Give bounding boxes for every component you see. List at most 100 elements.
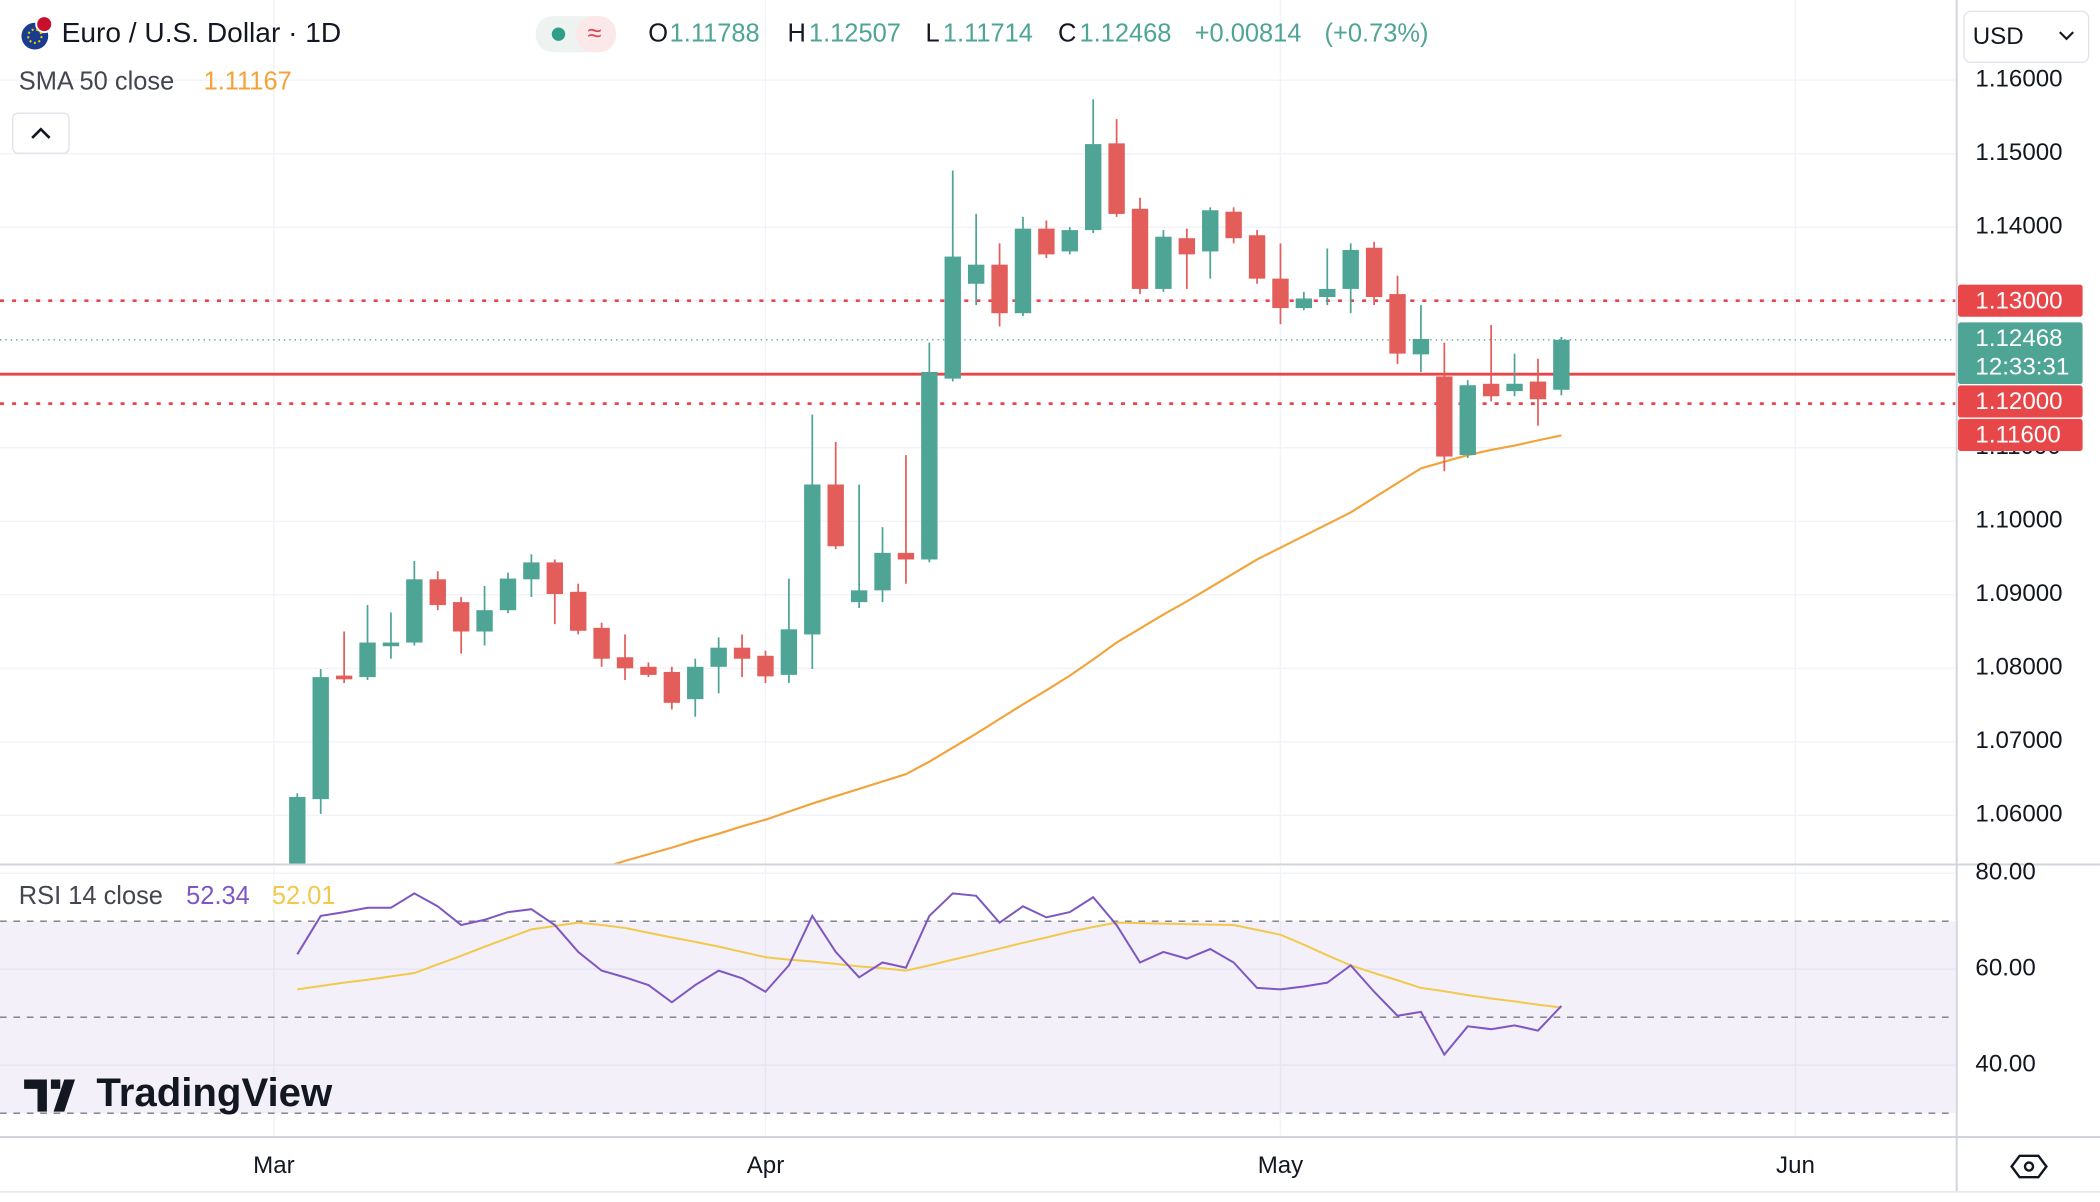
candle-body — [640, 666, 657, 675]
candle-body — [1342, 249, 1359, 289]
candle-body — [1202, 210, 1219, 252]
brand-logo — [24, 1079, 76, 1112]
candle-body — [1506, 383, 1523, 392]
high-value: 1.12507 — [809, 20, 901, 48]
candle-body — [1389, 294, 1406, 354]
candle-body — [1295, 298, 1313, 309]
candle-body — [1108, 143, 1125, 214]
candle-body — [1436, 376, 1453, 457]
x-tick-label: Jun — [1776, 1152, 1815, 1179]
close-label: C — [1058, 20, 1076, 48]
high-label: H — [788, 20, 806, 48]
change-percent: (+0.73%) — [1325, 20, 1429, 48]
candle-body — [733, 647, 751, 659]
settings-icon[interactable] — [2010, 1154, 2048, 1179]
level-tag — [1958, 385, 2083, 418]
y-tick-label: 1.10000 — [1975, 507, 2062, 534]
currency: USD — [1973, 23, 2024, 50]
candle-body — [921, 371, 938, 560]
brand-name: TradingView — [96, 1070, 333, 1115]
candle-body — [1178, 238, 1196, 255]
sma-legend: SMA 50 close — [19, 68, 175, 96]
rsi-legend: RSI 14 close — [19, 882, 163, 910]
level-tag-label: 1.11600 — [1975, 422, 2060, 449]
sma-value: 1.11167 — [204, 68, 292, 96]
candle-body — [1459, 385, 1476, 456]
candle-body — [1061, 230, 1078, 252]
candle-body — [1412, 338, 1430, 355]
y-tick-label: 1.15000 — [1975, 139, 2062, 166]
low-label: L — [925, 20, 939, 48]
candle-body — [312, 677, 329, 800]
candle-body — [1365, 247, 1383, 298]
rsi-line — [296, 892, 1563, 1057]
collapse-button[interactable] — [12, 112, 70, 155]
level-tag — [1958, 418, 2083, 451]
candle-body — [967, 264, 985, 284]
candle-body — [1155, 236, 1172, 289]
axes: Mar Apr May Jun 1.06000 1.07000 1.08000 1.09000… — [253, 65, 2083, 1179]
open-label: O — [648, 20, 668, 48]
x-tick-label: Apr — [747, 1152, 785, 1179]
close-value: 1.12468 — [1079, 20, 1171, 48]
candle-body — [359, 642, 376, 678]
level-tag-label: 1.12000 — [1975, 388, 2062, 415]
candle-body — [570, 591, 587, 631]
open-value: 1.11788 — [670, 20, 760, 48]
candle-body — [616, 657, 634, 669]
candle-body — [593, 627, 610, 659]
candle-body — [476, 610, 493, 632]
rsi-value: 52.34 — [186, 882, 250, 910]
candle-body — [757, 655, 774, 677]
sma-line — [612, 434, 1562, 864]
candle-body — [780, 629, 798, 675]
candle-body — [382, 642, 400, 647]
candle-body — [710, 647, 727, 667]
rsi-tick-label: 40.00 — [1975, 1051, 2035, 1078]
candle-body — [827, 484, 844, 547]
candle-body — [1529, 381, 1547, 400]
flag-icon — [21, 15, 54, 50]
rsi-pane — [0, 866, 1956, 1136]
y-tick-label: 1.09000 — [1975, 580, 2062, 607]
level-tag — [1958, 284, 2083, 317]
candle-body — [1553, 339, 1570, 390]
candle-body — [1014, 228, 1032, 314]
rsi-plot — [0, 892, 1956, 1114]
candle-body — [944, 256, 961, 379]
candle-body — [991, 264, 1008, 314]
candle-body — [429, 579, 446, 606]
countdown-label: 12:33:31 — [1975, 353, 2069, 380]
y-tick-label: 1.07000 — [1975, 727, 2062, 754]
y-tick-label: 1.08000 — [1975, 654, 2062, 681]
svg-text:≈: ≈ — [588, 20, 602, 48]
currency-select[interactable]: USD — [1963, 10, 2090, 63]
rsi-tick-label: 80.00 — [1975, 859, 2035, 886]
level-tag-label: 1.13000 — [1975, 287, 2062, 314]
candle-body — [523, 562, 540, 580]
x-tick-label: May — [1258, 1152, 1304, 1179]
status-pill[interactable]: ≈ — [535, 16, 617, 53]
x-tick-label: Mar — [253, 1152, 294, 1179]
candle-body — [546, 562, 563, 595]
last-price-label: 1.12468 — [1975, 325, 2062, 352]
last-price-tag — [1958, 322, 2083, 384]
candle-body — [1482, 383, 1500, 397]
rsi-tick-label: 60.00 — [1975, 955, 2035, 982]
y-tick-label: 1.14000 — [1975, 213, 2062, 240]
change: +0.00814 — [1195, 20, 1302, 48]
y-tick-label: 1.16000 — [1975, 65, 2062, 92]
candle-body — [804, 484, 821, 635]
price-pane — [0, 99, 1956, 864]
rsi-ma-value: 52.01 — [272, 882, 336, 910]
candle-body — [406, 579, 423, 643]
candle-body — [1085, 144, 1102, 231]
candle-body — [687, 666, 704, 700]
candle-body — [1225, 211, 1242, 239]
candle-body — [874, 552, 891, 591]
candle-body — [897, 552, 915, 560]
low-value: 1.11714 — [943, 20, 1033, 48]
candle-body — [452, 602, 470, 632]
